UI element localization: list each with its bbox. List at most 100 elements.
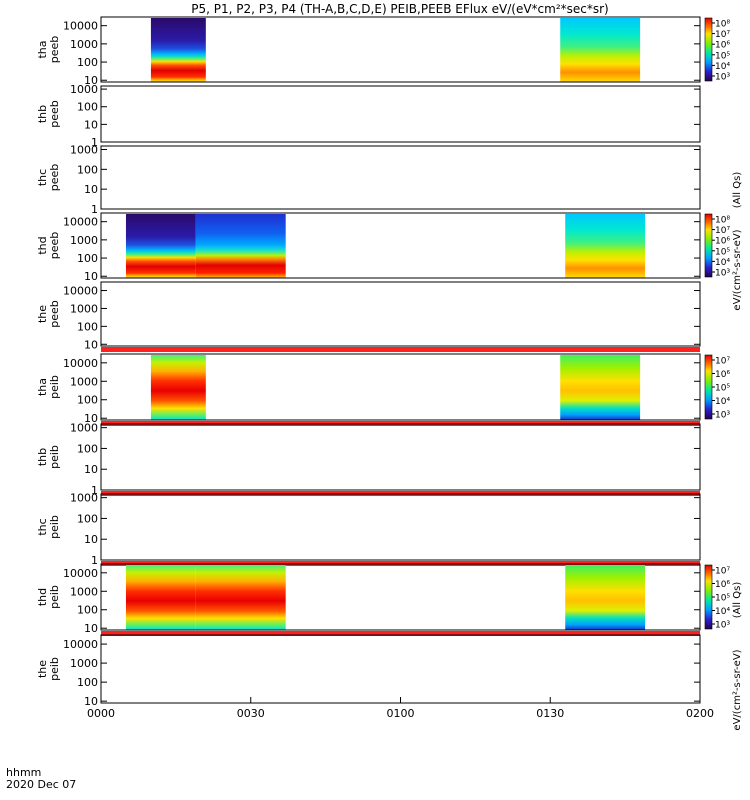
- ytick-label-thd_peib-0: 10000: [63, 567, 98, 580]
- ytick-label-tha_peib-3: 10: [84, 412, 98, 425]
- ylabel-product-tha_peeb: peeb: [48, 36, 61, 64]
- panel-thb_peeb: 1000 100 10 1 thb peeb: [36, 83, 701, 149]
- ytick-label-thd_peib-2: 100: [77, 604, 98, 617]
- colorbar-tick-label-thd_peib-0: 10⁷: [715, 567, 730, 577]
- xtick-label-1: 0030: [237, 707, 265, 720]
- ytick-label-the_peeb-0: 10000: [63, 285, 98, 298]
- colorbar-tick-label-thd_peib-2: 10⁵: [715, 594, 730, 604]
- colorbar-tick-label-tha_peib-1: 10⁶: [715, 370, 730, 380]
- ytick-label-the_peib-1: 1000: [70, 657, 98, 670]
- x-axis-ticks: 0000 0030 0100 0130 0200: [87, 697, 714, 720]
- xtick-label-4: 0200: [686, 707, 714, 720]
- colorbar-tick-label-tha_peeb-2: 10⁶: [715, 41, 730, 51]
- colorbar-tick-label-thd_peeb-5: 10³: [715, 269, 730, 279]
- panel-frame-thc_peib: [100, 493, 701, 561]
- panel-thc_peib: 1000 100 10 1 thc peib: [36, 492, 701, 567]
- figure-title: P5, P1, P2, P3, P4 (TH-A,B,C,D,E) PEIB,P…: [191, 2, 608, 16]
- ytick-label-thc_peeb-1: 100: [77, 163, 98, 176]
- xtick-label-3: 0130: [536, 707, 564, 720]
- colorbar-thd_peeb: [704, 213, 713, 278]
- colorbar-tick-label-tha_peib-4: 10³: [715, 411, 730, 421]
- ytick-label-thb_peeb-3: 1: [91, 136, 98, 149]
- colorbar-tick-label-thd_peib-3: 10⁴: [715, 607, 730, 617]
- colorbar-tick-label-thd_peeb-3: 10⁵: [715, 247, 730, 257]
- ylabel-product-thc_peib: peib: [48, 515, 61, 539]
- colorbar-tick-label-thd_peib-1: 10⁶: [715, 580, 730, 590]
- colorbar-tick-label-tha_peeb-0: 10⁸: [715, 20, 730, 30]
- time-label-hhmm: hhmm: [6, 766, 41, 779]
- ytick-label-thd_peeb-3: 10: [84, 270, 98, 283]
- colorbar-tick-label-thd_peeb-2: 10⁶: [715, 237, 730, 247]
- ytick-label-thb_peeb-0: 1000: [70, 83, 98, 96]
- colorbar-tick-label-tha_peib-2: 10⁵: [715, 384, 730, 394]
- panel-frame-the_peib: [100, 634, 701, 704]
- ytick-label-the_peib-0: 10000: [63, 638, 98, 651]
- xtick-label-2: 0100: [387, 707, 415, 720]
- ytick-label-thc_peib-0: 1000: [70, 492, 98, 505]
- fill-bar-thd_peib: [101, 631, 700, 636]
- panel-thd_peib: 10000 1000 100 10 thd peib 10⁷ 10⁶ 10⁵ 10⁴ 10³: [36, 563, 730, 636]
- panel-frame-tha_peib: [100, 353, 701, 421]
- colorbar-tick-label-thd_peeb-1: 10⁷: [715, 226, 730, 236]
- colorbar-thd_peib: [704, 564, 713, 630]
- ylabel-product-thb_peeb: peeb: [48, 100, 61, 128]
- ytick-label-thc_peib-2: 10: [84, 533, 98, 546]
- ytick-label-thd_peib-1: 1000: [70, 585, 98, 598]
- ytick-label-thb_peib-3: 1: [91, 484, 98, 497]
- ytick-label-tha_peib-1: 1000: [70, 375, 98, 388]
- spectrogram-block-thd_peib-0: [125, 565, 196, 630]
- ytick-label-thd_peeb-0: 10000: [63, 216, 98, 229]
- spectrogram-block-tha_peeb-1: [560, 18, 641, 82]
- ylabel-product-the_peib: peib: [48, 657, 61, 681]
- ylabel-product-thd_peeb: peeb: [48, 232, 61, 260]
- ylabel-product-thb_peib: peib: [48, 445, 61, 469]
- spectrogram-block-thd_peib-1: [195, 565, 286, 630]
- peeb-colorbar-allqs-label: (All Qs): [732, 172, 743, 209]
- ytick-label-thc_peeb-2: 10: [84, 183, 98, 196]
- colorbar-tick-label-thd_peeb-4: 10⁴: [715, 258, 730, 268]
- ylabel-probe-thb_peeb: thb: [36, 105, 49, 123]
- ylabel-probe-tha_peib: tha: [36, 378, 49, 396]
- spectrogram-block-tha_peib-0: [150, 355, 206, 420]
- peeb-colorbar-unit-label: eV/(cm²-s-sr-eV): [732, 229, 743, 310]
- ytick-label-thb_peib-0: 1000: [70, 422, 98, 435]
- ylabel-probe-thc_peeb: thc: [36, 169, 49, 186]
- panel-frame-thd_peib: [100, 563, 701, 631]
- xtick-label-0: 0000: [87, 707, 115, 720]
- colorbar-tick-label-thd_peeb-0: 10⁸: [715, 216, 730, 226]
- spectrogram-block-tha_peib-1: [560, 355, 641, 420]
- ytick-label-the_peeb-2: 100: [77, 320, 98, 333]
- colorbar-tick-label-tha_peeb-3: 10⁵: [715, 51, 730, 61]
- panel-frame-thd_peeb: [100, 212, 701, 279]
- ytick-label-tha_peib-2: 100: [77, 394, 98, 407]
- ytick-label-thb_peib-1: 100: [77, 442, 98, 455]
- colorbar-tha_peeb: [704, 17, 713, 82]
- ytick-label-thc_peeb-0: 1000: [70, 143, 98, 156]
- spectrogram-block-thd_peeb-0: [125, 214, 196, 278]
- ytick-label-thb_peeb-2: 10: [84, 118, 98, 131]
- panel-thb_peib: 1000 100 10 1 thb peib: [36, 422, 701, 497]
- ylabel-probe-the_peib: the: [36, 660, 49, 678]
- ylabel-probe-thb_peib: thb: [36, 448, 49, 466]
- spectrogram-block-tha_peeb-0: [150, 18, 206, 82]
- panel-the_peeb: 10000 1000 100 10 the peeb: [36, 281, 701, 352]
- ytick-label-tha_peeb-3: 10: [84, 74, 98, 87]
- ylabel-product-thc_peeb: peeb: [48, 164, 61, 192]
- ylabel-probe-thd_peeb: thd: [36, 236, 49, 254]
- panel-frame-tha_peeb: [100, 16, 701, 83]
- panel-frame-thc_peeb: [100, 145, 701, 210]
- ytick-label-the_peeb-1: 1000: [70, 302, 98, 315]
- ytick-label-the_peeb-3: 10: [84, 338, 98, 351]
- colorbar-tick-label-tha_peib-3: 10⁴: [715, 397, 730, 407]
- peib-colorbar-allqs-label: (All Qs): [732, 582, 743, 619]
- ylabel-product-tha_peib: peib: [48, 375, 61, 399]
- colorbar-tick-label-tha_peib-0: 10⁷: [715, 357, 730, 367]
- spectrogram-block-thd_peeb-1: [195, 214, 286, 278]
- ylabel-probe-tha_peeb: tha: [36, 40, 49, 58]
- colorbar-tick-label-tha_peeb-1: 10⁷: [715, 30, 730, 40]
- ytick-label-tha_peeb-2: 100: [77, 56, 98, 69]
- ytick-label-thd_peeb-1: 1000: [70, 234, 98, 247]
